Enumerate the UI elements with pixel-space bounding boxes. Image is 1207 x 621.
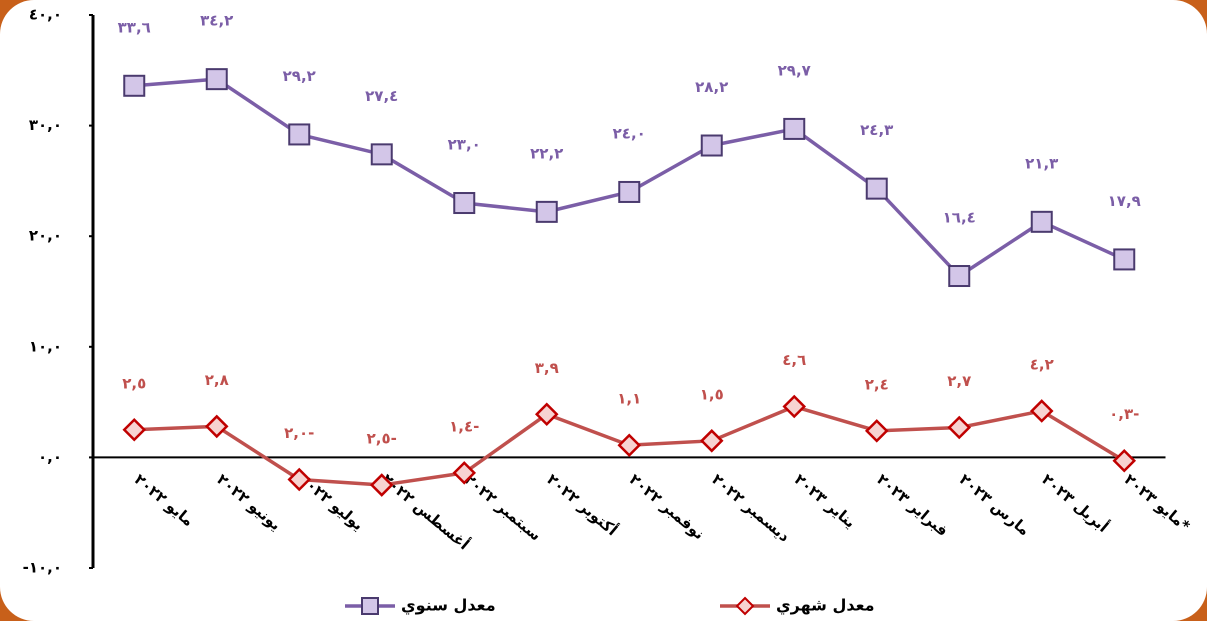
line-marker — [947, 415, 972, 440]
line-marker — [453, 192, 476, 215]
y-tick-label: ٢٠,٠ — [29, 227, 62, 245]
data-label: ٤,٢ — [1030, 355, 1054, 373]
data-label: ٠,٣- — [1109, 405, 1139, 423]
line-marker — [1113, 248, 1136, 271]
data-label: ٢,٠- — [284, 424, 314, 442]
data-label: ٢٤,٣ — [860, 121, 893, 139]
line-marker — [123, 74, 146, 97]
line-marker — [204, 414, 229, 439]
line-marker — [1030, 210, 1053, 233]
data-label: ١٧,٩ — [1108, 192, 1141, 210]
data-label: ٢٢,٢ — [530, 144, 563, 162]
data-label: ٤,٦ — [782, 351, 806, 369]
data-label: ٣٣,٦ — [118, 18, 151, 36]
data-label: ٢,٧ — [947, 372, 971, 390]
data-label: ١,١ — [617, 390, 641, 408]
line-marker — [864, 419, 889, 443]
data-label: ١٦,٤ — [943, 209, 976, 227]
line-marker — [700, 134, 723, 157]
data-label: ٣,٩ — [535, 359, 559, 377]
data-label: ١,٥ — [700, 385, 724, 403]
line-marker — [618, 180, 641, 203]
data-label: ١,٤- — [449, 417, 479, 435]
line-marker — [699, 429, 724, 453]
data-label: ٢,٨ — [205, 371, 229, 389]
data-label: ٢٩,٢ — [283, 67, 316, 85]
y-tick-label: ٤٠,٠ — [29, 6, 62, 24]
line-marker — [205, 68, 228, 91]
y-tick-label: ١٠,٠ — [29, 337, 62, 355]
line-marker — [783, 117, 806, 140]
legend-label: معدل شهري — [776, 596, 875, 616]
line-marker — [288, 123, 311, 146]
legend-marker — [361, 597, 379, 615]
line-marker — [782, 394, 807, 419]
data-label: ٢,٥ — [122, 374, 146, 392]
line-marker — [369, 473, 394, 497]
line-marker — [1029, 399, 1054, 423]
data-label: ٢٣,٠ — [448, 136, 481, 154]
line-marker — [534, 402, 559, 427]
line-marker — [617, 433, 642, 458]
data-label: ٣٤,٢ — [200, 12, 233, 30]
data-label: ٢,٥- — [367, 430, 397, 448]
data-label: ٢,٤ — [865, 375, 889, 393]
line-marker — [452, 461, 477, 485]
line-marker — [1112, 448, 1137, 473]
legend-marker — [735, 596, 755, 616]
data-label: ٢١,٣ — [1025, 154, 1058, 172]
line-marker — [535, 200, 558, 223]
data-label: ٢٤,٠ — [613, 124, 646, 142]
data-label: ٢٩,٧ — [778, 61, 811, 79]
data-label: ٢٧,٤ — [365, 87, 398, 105]
line-marker — [370, 143, 393, 166]
line-marker — [948, 265, 971, 288]
y-tick-label: -١٠,٠ — [23, 559, 62, 577]
y-tick-label: ٠,٠ — [38, 448, 62, 466]
y-tick-label: ٣٠,٠ — [29, 116, 62, 134]
legend-label: معدل سنوي — [401, 596, 496, 616]
line-marker — [865, 177, 888, 200]
data-label: ٢٨,٢ — [695, 78, 728, 96]
line-marker — [287, 467, 312, 492]
line-marker — [122, 417, 147, 442]
